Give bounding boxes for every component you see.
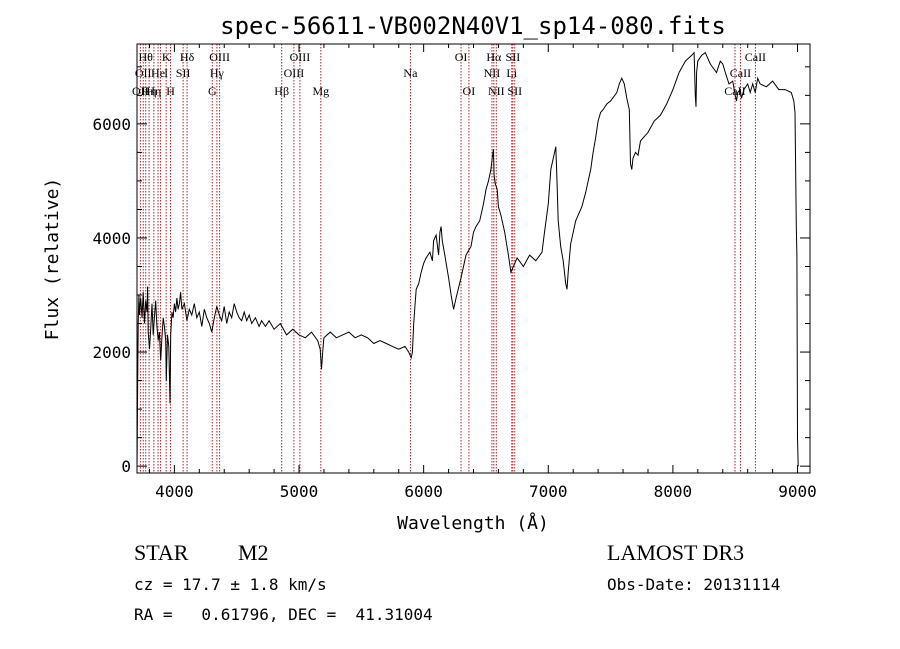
line-label-26-0: SII (507, 84, 522, 98)
coordinates: RA = 0.61796, DEC = 41.31004 (134, 605, 433, 624)
line-label-10-0: Hδ (180, 50, 195, 64)
object-subclass: M2 (238, 540, 269, 565)
x-tick-label-3: 7000 (529, 482, 568, 501)
line-label-18-0: Na (403, 66, 418, 80)
object-type: STAR (134, 540, 189, 565)
line-label-11-0: G (208, 84, 217, 98)
line-label-16-0: OIII (290, 50, 311, 64)
spectrum-line (136, 51, 799, 467)
line-label-2-0: Hθ (139, 50, 154, 64)
line-label-27-0: CaII (724, 84, 745, 98)
x-axis-label: Wavelength (Å) (397, 512, 549, 534)
spectral-line-labels: OIIOIIHθHηHηHeKIHSIIHδGHγOIIIHβOIIIOIIIM… (132, 50, 766, 98)
x-axis-ticks: 4000 5000 6000 7000 8000 9000 (148, 44, 817, 501)
line-label-29-0: CaII (745, 50, 766, 64)
survey-name: LAMOST DR3 (607, 540, 744, 565)
line-label-8-0: H (166, 84, 175, 98)
x-tick-label-1: 5000 (280, 482, 319, 501)
line-label-3-0: Hη (142, 84, 157, 98)
y-tick-label-3: 6000 (92, 115, 131, 134)
observation-date: Obs-Date: 20131114 (607, 575, 780, 594)
line-label-19-0: OI (455, 50, 468, 64)
x-tick-label-0: 4000 (155, 482, 194, 501)
y-tick-label-2: 4000 (92, 229, 131, 248)
line-label-0-0: OII (132, 84, 149, 98)
line-label-13-0: OIII (209, 50, 230, 64)
line-label-25-0: SII (506, 50, 521, 64)
line-label-17-0: Mg (312, 84, 329, 98)
line-label-20-0: OI (463, 84, 476, 98)
x-tick-label-2: 6000 (404, 482, 443, 501)
line-label-7-1: I (164, 66, 168, 80)
line-label-22-0: Hα (486, 50, 502, 64)
line-label-23-0: NII (488, 84, 505, 98)
line-label-5-0: He (151, 66, 165, 80)
y-tick-label-1: 2000 (92, 343, 131, 362)
y-axis-ticks: 0 2000 4000 6000 (92, 66, 810, 476)
y-tick-label-0: 0 (121, 457, 131, 476)
line-label-9-0: SII (176, 66, 191, 80)
line-label-7-0: K (162, 50, 171, 64)
chart-title: spec-56611-VB002N40V1_sp14-080.fits (220, 12, 726, 40)
plot-frame (136, 43, 811, 474)
spectral-line-markers (139, 44, 756, 473)
x-tick-label-5: 9000 (778, 482, 817, 501)
x-tick-label-4: 8000 (654, 482, 693, 501)
line-label-12-0: Hγ (210, 66, 225, 80)
line-label-14-0: Hβ (274, 84, 289, 98)
redshift-velocity: cz = 17.7 ± 1.8 km/s (134, 575, 327, 594)
line-label-24-0: Li (506, 66, 517, 80)
line-label-1-0: OII (135, 66, 152, 80)
y-axis-label: Flux (relative) (42, 178, 63, 341)
line-label-4-0: Hη (146, 84, 161, 98)
line-label-21-0: NII (484, 66, 501, 80)
line-label-15-0: OIII (284, 66, 305, 80)
line-label-28-0: CaII (730, 66, 751, 80)
